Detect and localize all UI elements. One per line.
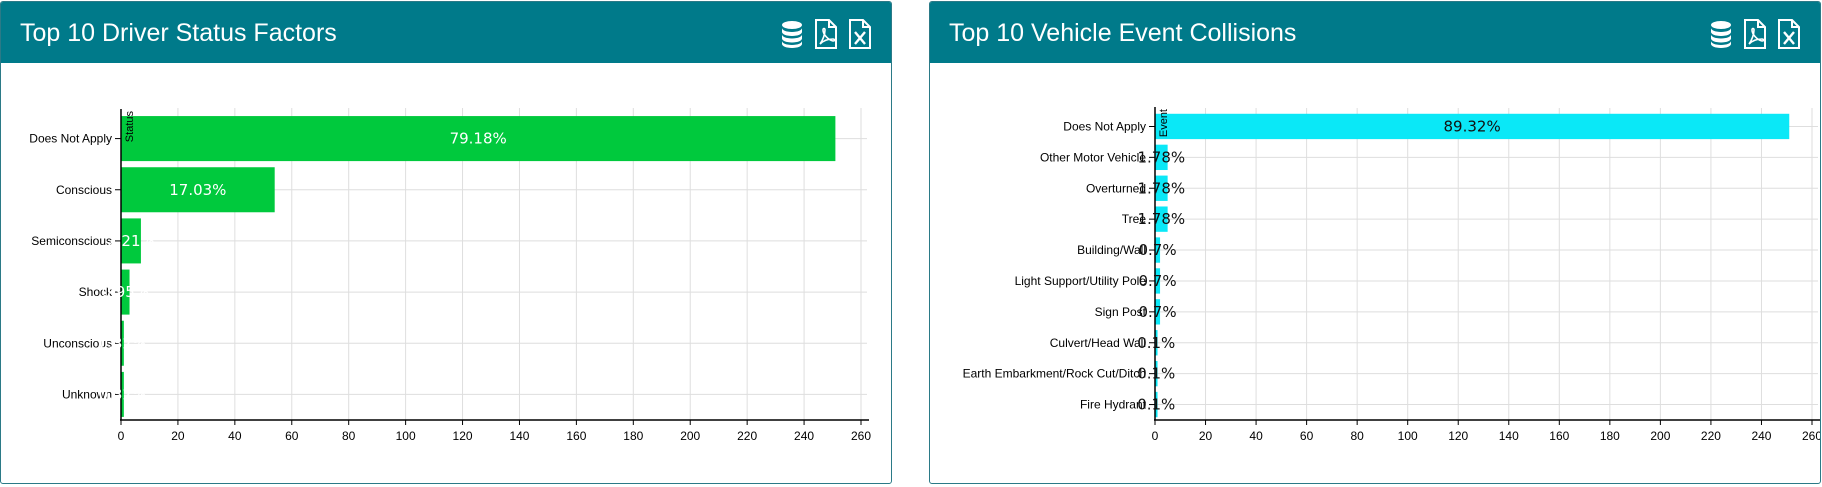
x-tick-label: 40 <box>228 429 242 443</box>
y-axis-title: Event <box>1158 109 1170 137</box>
bar <box>1155 391 1158 418</box>
vehicle-event-panel: Top 10 Vehicle Event Collisions <box>929 1 1821 484</box>
panel-header: Top 10 Driver Status Factors <box>1 2 891 63</box>
category-label: Earth Embarkment/Rock Cut/Ditch <box>963 367 1146 381</box>
bar <box>1155 206 1168 232</box>
bar-value-label: 0.1% <box>1137 334 1175 352</box>
bar-value-label: 0.95% <box>101 283 149 301</box>
bar <box>1155 268 1161 294</box>
bar-value-label: 1.78% <box>1137 179 1185 197</box>
x-tick-label: 180 <box>1600 429 1620 443</box>
panel-title: Top 10 Vehicle Event Collisions <box>949 19 1297 47</box>
bar-value-label: 0.32% <box>99 385 147 403</box>
x-tick-label: 240 <box>794 429 814 443</box>
x-tick-label: 60 <box>1300 429 1314 443</box>
panel-header: Top 10 Vehicle Event Collisions <box>930 2 1820 63</box>
bar <box>121 116 836 162</box>
panel-title: Top 10 Driver Status Factors <box>20 19 337 47</box>
pdf-icon[interactable] <box>1742 19 1768 49</box>
y-axis-title: Status <box>124 111 136 143</box>
bar <box>1155 237 1161 263</box>
category-label: Does Not Apply <box>1063 119 1146 133</box>
bar <box>121 167 275 213</box>
x-tick-label: 240 <box>1751 429 1771 443</box>
bar <box>1155 360 1158 387</box>
x-tick-label: 100 <box>396 429 416 443</box>
bar-value-label: 0.1% <box>1137 365 1175 383</box>
bar-value-label: 17.03% <box>169 181 226 199</box>
x-tick-label: 200 <box>1650 429 1670 443</box>
bar <box>121 269 130 315</box>
x-tick-label: 120 <box>453 429 473 443</box>
database-icon[interactable] <box>1708 19 1734 49</box>
x-tick-label: 20 <box>1199 429 1213 443</box>
pdf-icon[interactable] <box>813 19 839 49</box>
x-tick-label: 260 <box>1802 429 1820 443</box>
x-tick-label: 180 <box>623 429 643 443</box>
x-tick-label: 160 <box>1549 429 1569 443</box>
driver-status-chart: 0 20 40 60 80 100 120 140 160 180 200 220 240 260 Does… <box>29 108 871 443</box>
category-label: Does Not Apply <box>29 132 112 146</box>
bar-value-label: 0.1% <box>1137 396 1175 414</box>
x-tick-label: 80 <box>342 429 356 443</box>
bar-value-label: 0.7% <box>1138 272 1176 290</box>
export-toolbar <box>779 18 873 50</box>
bar-value-label: 1.78% <box>1137 210 1185 228</box>
x-tick-label: 80 <box>1350 429 1364 443</box>
bar <box>1155 113 1790 140</box>
bar-value-label: 2.21% <box>107 232 155 250</box>
x-tick-label: 120 <box>1448 429 1468 443</box>
category-label: Semiconscious <box>31 234 112 248</box>
x-tick-label: 160 <box>566 429 586 443</box>
category-label: Unknown <box>62 387 112 401</box>
x-tick-label: 20 <box>171 429 185 443</box>
x-tick-label: 200 <box>680 429 700 443</box>
bar-value-label: 0.7% <box>1138 303 1176 321</box>
category-label: Shock <box>79 285 113 299</box>
x-tick-label: 220 <box>1701 429 1721 443</box>
bar-value-label: 0.32% <box>99 334 147 352</box>
category-label: Overturned <box>1086 181 1146 195</box>
x-tick-label: 0 <box>1152 429 1159 443</box>
bar <box>121 371 124 417</box>
category-label: Sign Post <box>1095 305 1147 319</box>
x-tick-label: 0 <box>118 429 125 443</box>
driver-status-panel: Top 10 Driver Status Factors <box>0 1 892 484</box>
x-tick-label: 100 <box>1398 429 1418 443</box>
category-label: Light Support/Utility Pole <box>1015 274 1147 288</box>
bar <box>121 218 141 264</box>
x-tick-label: 40 <box>1249 429 1263 443</box>
vehicle-event-chart: 0 20 40 60 80 100 120 140 160 180 200 220 240 260 Does… <box>963 107 1820 443</box>
x-tick-label: 140 <box>509 429 529 443</box>
bar-value-label: 89.32% <box>1444 117 1501 135</box>
database-icon[interactable] <box>779 19 805 49</box>
export-toolbar <box>1708 18 1802 50</box>
x-tick-label: 260 <box>851 429 871 443</box>
category-label: Culvert/Head Wall <box>1050 336 1146 350</box>
category-label: Building/Wall <box>1077 243 1146 257</box>
category-label: Unconscious <box>43 336 112 350</box>
bar <box>1155 144 1168 171</box>
x-tick-label: 220 <box>737 429 757 443</box>
category-label: Fire Hydrant <box>1080 398 1147 412</box>
bar-value-label: 0.7% <box>1138 241 1176 259</box>
excel-icon[interactable] <box>1776 19 1802 49</box>
bar-value-label: 1.78% <box>1137 148 1185 166</box>
bar <box>1155 175 1168 201</box>
bar <box>1155 299 1161 325</box>
x-tick-label: 140 <box>1499 429 1519 443</box>
category-label: Conscious <box>56 183 112 197</box>
bar <box>121 320 124 366</box>
excel-icon[interactable] <box>847 19 873 49</box>
category-label: Other Motor Vehicle <box>1040 150 1146 164</box>
bar <box>1155 330 1158 356</box>
bar-value-label: 79.18% <box>450 130 507 148</box>
category-label: Tree <box>1122 212 1147 226</box>
x-tick-label: 60 <box>285 429 299 443</box>
